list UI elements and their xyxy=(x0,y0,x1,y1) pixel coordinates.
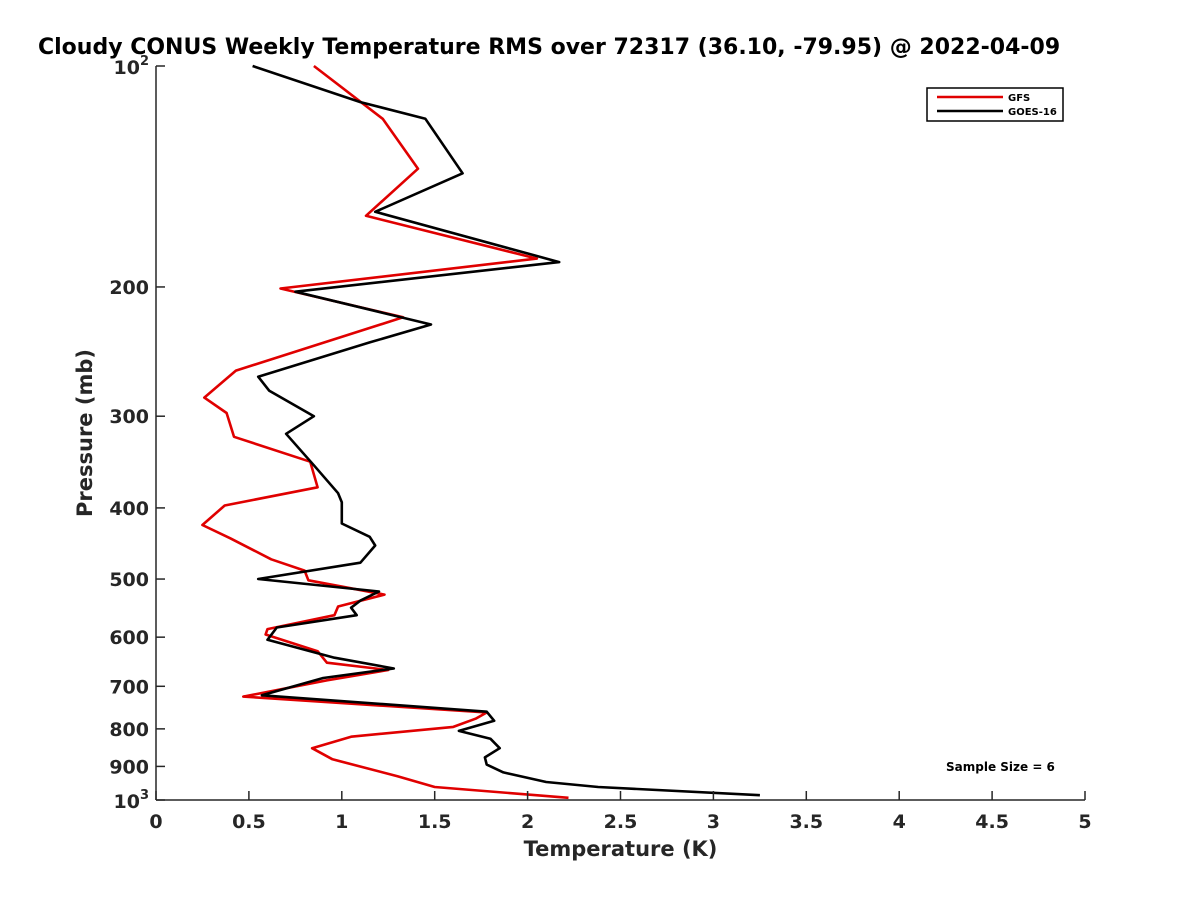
x-tick-label: 2 xyxy=(521,811,534,833)
y-tick-label: 500 xyxy=(109,569,149,591)
y-tick-label-exponent: 3 xyxy=(140,788,149,803)
y-tick-label: 600 xyxy=(109,627,149,649)
legend-label-goes16: GOES-16 xyxy=(1008,107,1057,118)
y-tick-label: 102 xyxy=(114,54,150,79)
y-tick-label: 900 xyxy=(109,756,149,778)
y-tick-label-base: 10 xyxy=(114,57,140,79)
y-tick-label-exponent: 2 xyxy=(140,54,149,69)
series-line-gfs xyxy=(201,64,569,800)
series-line-goes16 xyxy=(252,64,760,797)
x-tick-label: 1 xyxy=(335,811,348,833)
y-tick-label: 200 xyxy=(109,277,149,299)
x-tick-label: 1.5 xyxy=(418,811,452,833)
y-tick-label: 800 xyxy=(109,719,149,741)
chart-title: Cloudy CONUS Weekly Temperature RMS over… xyxy=(38,35,1060,60)
x-tick-label: 2.5 xyxy=(604,811,638,833)
x-tick-label: 0.5 xyxy=(232,811,266,833)
y-tick-label: 103 xyxy=(114,788,150,813)
y-tick-label: 400 xyxy=(109,498,149,520)
x-tick-label: 3 xyxy=(707,811,720,833)
x-tick-label: 4 xyxy=(893,811,906,833)
y-tick-label: 700 xyxy=(109,676,149,698)
x-tick-label: 0 xyxy=(149,811,162,833)
y-tick-label-base: 10 xyxy=(114,791,140,813)
legend-label-gfs: GFS xyxy=(1008,93,1030,104)
x-tick-label: 3.5 xyxy=(789,811,823,833)
y-tick-label: 300 xyxy=(109,406,149,428)
sample-size-annotation: Sample Size = 6 xyxy=(946,760,1055,774)
x-tick-label: 4.5 xyxy=(975,811,1009,833)
x-ticks: 0 0.5 1 1.5 2 2.5 3 3.5 4 4.5 5 xyxy=(149,791,1092,833)
x-axis-label: Temperature (K) xyxy=(524,837,718,861)
series-layer xyxy=(201,64,760,800)
y-axis-label: Pressure (mb) xyxy=(73,349,97,517)
legend-box xyxy=(926,87,1064,122)
legend: GFS GOES-16 xyxy=(926,87,1064,122)
x-tick-label: 5 xyxy=(1078,811,1091,833)
